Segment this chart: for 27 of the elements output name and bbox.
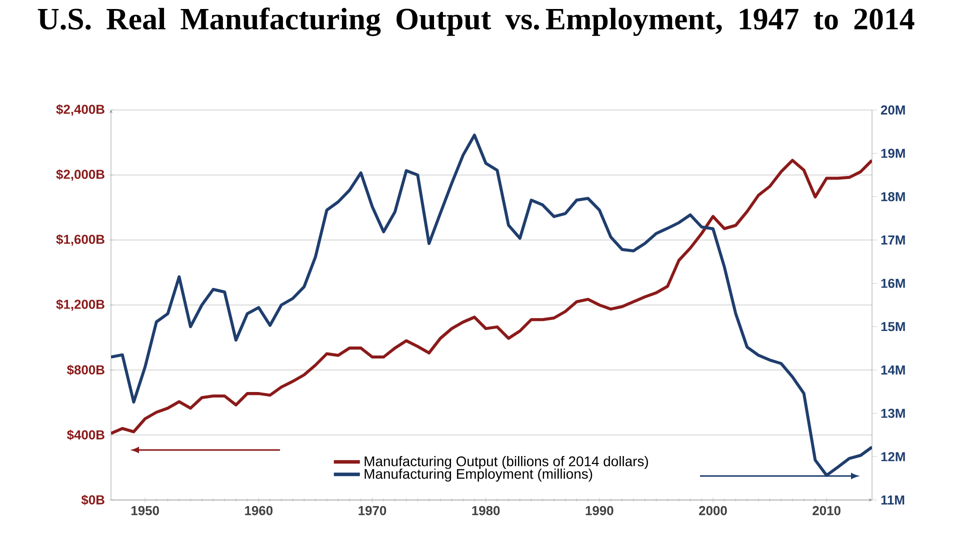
x-tick-label: 2010 [812, 506, 840, 516]
legend-label: Manufacturing Output (billions of 2014 dollars) [364, 456, 648, 470]
chart-title: U.S. Real Manufacturing Output vs. Employment, 1947 to 2014 [38, 8, 914, 36]
y-tick-label: $2,000B [56, 169, 104, 181]
y2-tick-label: 18M [881, 192, 905, 202]
y2-tick-label: 13M [881, 408, 905, 418]
y2-tick-label: 15M [881, 322, 905, 332]
y2-tick-label: 12M [881, 452, 905, 462]
y-tick-label: $1,200B [56, 299, 104, 311]
y2-tick-label: 19M [881, 148, 905, 158]
y-tick-label: $0B [81, 494, 104, 506]
x-tick-label: 1970 [358, 506, 386, 516]
y2-tick-label: 16M [881, 278, 905, 288]
x-tick-label: 1950 [131, 506, 159, 516]
x-tick-label: 1960 [245, 506, 273, 516]
y-tick-label: $800B [66, 364, 104, 376]
y2-tick-label: 17M [881, 236, 905, 244]
y-tick-label: $1,600B [56, 234, 104, 246]
x-tick-label: 2000 [699, 506, 727, 516]
y2-tick-label: 11M [881, 496, 904, 504]
legend-label: Manufacturing Employment (millions) [364, 468, 592, 482]
x-tick-label: 1990 [586, 506, 614, 516]
y-tick-label: $400B [66, 430, 104, 440]
y-tick-label: $2,400B [56, 104, 104, 116]
x-tick-label: 1980 [472, 506, 500, 516]
y2-tick-label: 14M [881, 366, 905, 374]
y2-tick-label: 20M [880, 105, 905, 115]
